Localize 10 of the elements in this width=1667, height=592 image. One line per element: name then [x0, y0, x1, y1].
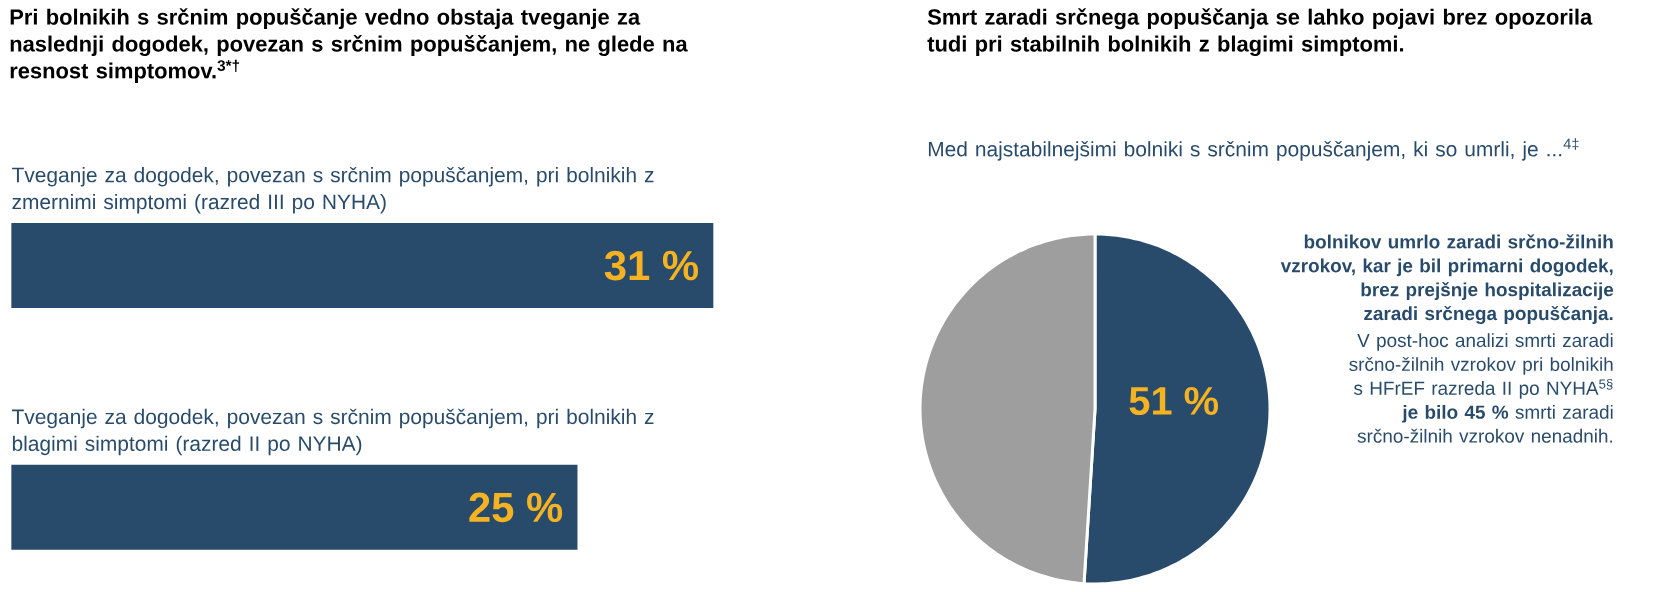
y-tick-label: Tveganje za dogodek, povezan s srčnim popuščanjem, pri bolnikih z zmernimi simptomi (razred III po NYHA) — [12, 166, 654, 214]
text: bolnikov umrlo zaradi srčno-žilnih vzrokov, kar je bil primarni dogodek, brez prejšnje hospitalizacije zaradi srčnega popuščanja. — [1280, 234, 1614, 325]
chart-title: Pri bolnikih s srčnim popuščanje vedno obstaja tveganje za naslednji dogodek, povezan s srčnim popuščanjem, ne glede na resnost simptomov.$^{3*†}$ — [10, 8, 688, 83]
data-label: 51 % — [1129, 386, 1219, 416]
data-label: 31 % — [604, 250, 698, 281]
chart-title: Smrt zaradi srčnega popuščanja se lahko pojavi brez opozorila tudi pri stabilnih bolnikih z blagimi simptomi. — [927, 8, 1593, 57]
y-tick-label: Tveganje za dogodek, povezan s srčnim popuščanjem, pri bolnikih z blagimi simptomi (razred II po NYHA) — [12, 408, 654, 456]
data-label: 25 % — [469, 492, 563, 523]
text: V post-hoc analizi smrti zaradi srčno-žilnih vzrokov pri bolnikih s HFrEF razreda II po NYHA$^{5§}$ je bilo 45 % smrti zaradi srčno-žilnih vzrokov nenadnih. — [1349, 333, 1613, 443]
chart-subtitle: Med najstabilnejšimi bolniki s srčnim popuščanjem, ki so umrli, je ...$^{4‡}$ — [928, 138, 1579, 161]
